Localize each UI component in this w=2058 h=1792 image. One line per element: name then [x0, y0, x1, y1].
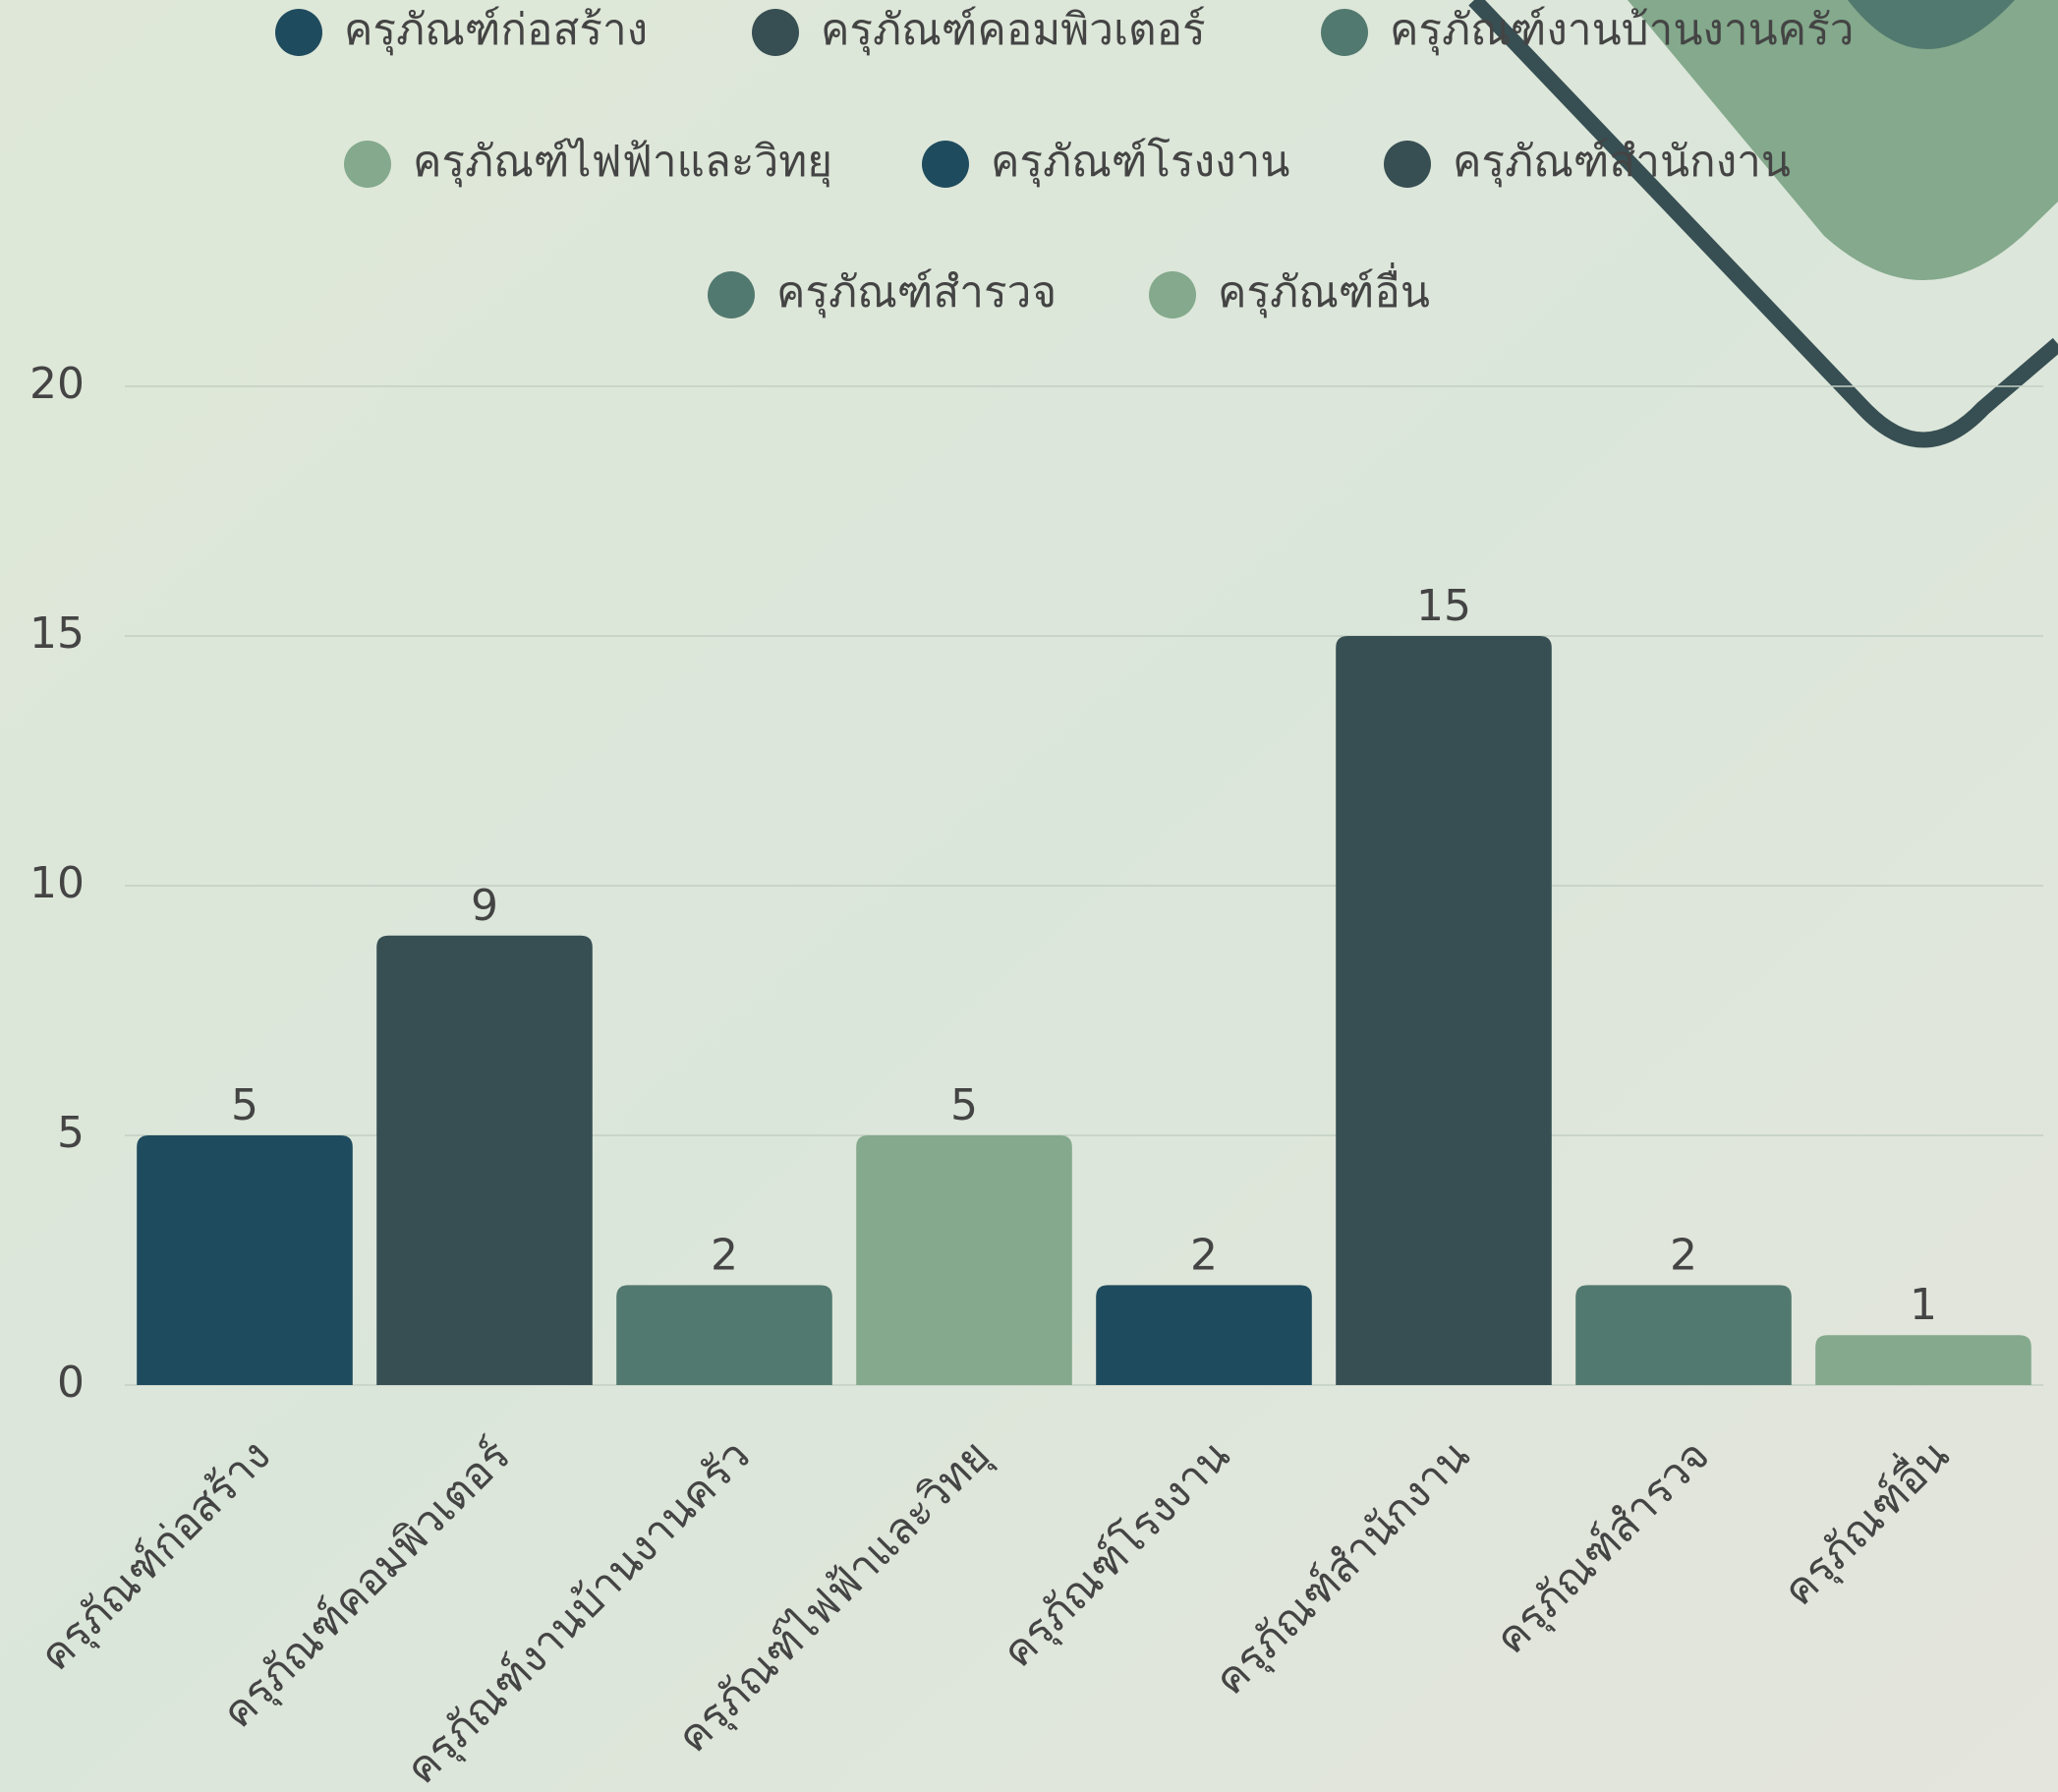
- y-tick-label: 0: [57, 1358, 85, 1408]
- legend-swatch: [1321, 9, 1368, 56]
- legend-swatch: [922, 141, 969, 188]
- y-tick-label: 5: [57, 1108, 85, 1158]
- bar: [1096, 1285, 1312, 1385]
- value-label: 15: [1416, 581, 1471, 631]
- bar: [1336, 636, 1552, 1385]
- legend-swatch: [1384, 141, 1431, 188]
- legend-swatch: [1149, 271, 1196, 318]
- bar: [856, 1135, 1072, 1385]
- legend-label: ครุภัณฑ์อื่น: [1218, 261, 1430, 318]
- legend-label: ครุภัณฑ์สำรวจ: [776, 267, 1057, 318]
- bar: [376, 936, 593, 1385]
- value-label: 2: [1190, 1230, 1218, 1280]
- chart: 05101520ครุภัณฑ์ก่อสร้างครุภัณฑ์คอมพิวเต…: [0, 0, 2058, 1792]
- legend-label: ครุภัณฑ์สำนักงาน: [1453, 137, 1791, 188]
- legend-label: ครุภัณฑ์งานบ้านงานครัว: [1390, 5, 1854, 56]
- legend-label: ครุภัณฑ์คอมพิวเตอร์: [821, 5, 1206, 56]
- bar: [1815, 1335, 2031, 1385]
- bar: [616, 1285, 832, 1385]
- value-label: 9: [471, 881, 498, 931]
- legend-label: ครุภัณฑ์ไฟฟ้าและวิทยุ: [413, 137, 832, 188]
- value-label: 5: [950, 1080, 978, 1130]
- legend-label: ครุภัณฑ์ก่อสร้าง: [344, 5, 648, 56]
- value-label: 5: [231, 1080, 258, 1130]
- value-label: 2: [1670, 1230, 1697, 1280]
- legend-label: ครุภัณฑ์โรงงาน: [991, 137, 1289, 188]
- bar: [137, 1135, 353, 1385]
- legend-swatch: [344, 141, 391, 188]
- value-label: 2: [711, 1230, 738, 1280]
- legend-swatch: [275, 9, 322, 56]
- value-label: 1: [1910, 1280, 1937, 1330]
- y-tick-label: 10: [29, 858, 85, 908]
- y-tick-label: 15: [29, 608, 85, 659]
- legend-swatch: [708, 271, 755, 318]
- legend-swatch: [752, 9, 799, 56]
- y-tick-label: 20: [29, 359, 85, 409]
- bar: [1575, 1285, 1792, 1385]
